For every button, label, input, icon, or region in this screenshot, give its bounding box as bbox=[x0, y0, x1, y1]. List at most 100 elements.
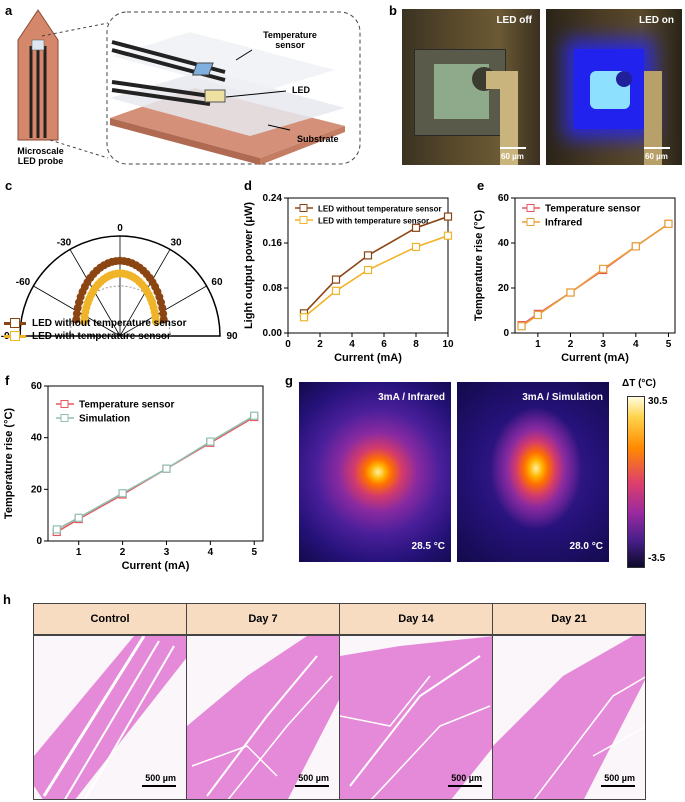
data-point bbox=[566, 288, 575, 297]
legend-label: Infrared bbox=[545, 218, 582, 229]
trace bbox=[111, 88, 211, 106]
plot-frame bbox=[514, 197, 676, 334]
line-chart-d: 0 2 4 6 8 10 0.00 0.08 0.16 0.24 Current (mA) Light… bbox=[243, 193, 454, 364]
scale-label: 60 µm bbox=[645, 152, 668, 161]
legend-label: Temperature sensor bbox=[79, 400, 175, 411]
x-tick-label: 5 bbox=[666, 339, 672, 350]
histology-control: 500 µm bbox=[33, 635, 187, 800]
temperature-sensor-callout: Temperature sensor bbox=[263, 30, 317, 50]
data-point bbox=[517, 322, 526, 331]
legend-marker bbox=[299, 216, 308, 224]
x-tick-label: 2 bbox=[568, 339, 574, 350]
data-point bbox=[363, 251, 373, 260]
legend-label: LED with temperature sensor bbox=[318, 217, 429, 226]
scale-bar bbox=[448, 785, 482, 787]
data-point bbox=[411, 223, 421, 232]
infrared-value: 28.5 °C bbox=[411, 541, 445, 552]
probe-schematic bbox=[17, 9, 361, 165]
y-tick-label: 40 bbox=[31, 433, 43, 444]
colorbar-title: ΔT (°C) bbox=[622, 378, 656, 389]
y-tick-label: 0.00 bbox=[263, 328, 283, 339]
polar-point bbox=[159, 315, 168, 324]
x-tick-label: 6 bbox=[381, 339, 387, 350]
data-point bbox=[631, 242, 640, 251]
column-header-day14: Day 14 bbox=[339, 603, 493, 635]
legend-swatch bbox=[4, 318, 26, 328]
temperature-sensor-chip bbox=[192, 62, 214, 76]
colorbar bbox=[627, 396, 645, 568]
legend-label: LED with temperature sensor bbox=[32, 331, 171, 342]
plot-frame bbox=[287, 197, 449, 334]
polar-point bbox=[159, 309, 168, 318]
y-tick-label: 20 bbox=[31, 484, 43, 495]
panel-d-label: d bbox=[244, 178, 252, 193]
data-point bbox=[74, 513, 83, 522]
simulation-map: 3mA / Simulation 28.0 °C bbox=[457, 382, 609, 562]
y-tick-label: 20 bbox=[498, 283, 510, 294]
x-tick-label: 8 bbox=[413, 339, 419, 350]
panel-c-label: c bbox=[5, 178, 13, 193]
polar-tick-label: 30 bbox=[170, 237, 182, 248]
chip-hole bbox=[616, 71, 632, 87]
histology-day21: 500 µm bbox=[492, 635, 646, 800]
polar-tick-label: 60 bbox=[211, 277, 223, 288]
data-point bbox=[118, 489, 127, 498]
column-header-day21: Day 21 bbox=[492, 603, 646, 635]
panel-g-label: g bbox=[285, 373, 293, 388]
legend-marker bbox=[60, 414, 69, 422]
x-tick-label: 0 bbox=[285, 339, 291, 350]
y-tick-label: 0 bbox=[503, 328, 509, 339]
scale-bar bbox=[500, 147, 526, 149]
x-tick-label: 2 bbox=[317, 339, 323, 350]
data-point bbox=[443, 231, 453, 240]
led-off-label: LED off bbox=[496, 15, 532, 26]
scale-bar bbox=[295, 785, 329, 787]
line-chart-e: 1 2 3 4 5 0 20 40 60 Current (mA) Temperature rise… bbox=[473, 193, 676, 364]
infrared-map: 3mA / Infrared 28.5 °C bbox=[299, 382, 451, 562]
legend-label: Temperature sensor bbox=[545, 204, 641, 215]
line-chart-f: 1 2 3 4 5 0 20 40 60 Current (mA) Temperature rise… bbox=[3, 381, 264, 572]
data-point bbox=[162, 464, 171, 473]
substrate-side bbox=[260, 126, 345, 165]
infrared-title: 3mA / Infrared bbox=[378, 392, 445, 403]
polar-tick-label: -30 bbox=[57, 237, 72, 248]
legend-marker bbox=[60, 400, 69, 408]
colorbar-max: 30.5 bbox=[648, 396, 668, 407]
x-axis-label: Current (mA) bbox=[561, 352, 629, 364]
data-point bbox=[599, 264, 608, 273]
simulation-title: 3mA / Simulation bbox=[522, 392, 603, 403]
histology-day7: 500 µm bbox=[186, 635, 340, 800]
led-on-label: LED on bbox=[639, 15, 674, 26]
y-axis-label: Light output power (μW) bbox=[243, 202, 255, 329]
y-axis-label: Temperature rise (°C) bbox=[3, 408, 15, 520]
panel-f-label: f bbox=[5, 373, 10, 388]
substrate-side bbox=[110, 118, 260, 165]
plot-frame bbox=[47, 385, 264, 542]
encapsulation-layer bbox=[112, 32, 335, 94]
x-tick-label: 4 bbox=[349, 339, 355, 350]
x-tick-label: 2 bbox=[120, 547, 126, 558]
x-tick-label: 10 bbox=[442, 339, 454, 350]
polar-tick-label: 90 bbox=[226, 331, 238, 342]
legend-marker bbox=[299, 204, 308, 212]
led-on-photo: LED on 60 µm bbox=[546, 9, 682, 165]
scale-label: 500 µm bbox=[298, 773, 329, 783]
scale-label: 500 µm bbox=[451, 773, 482, 783]
polar-point bbox=[72, 315, 81, 324]
scale-label: 500 µm bbox=[604, 773, 635, 783]
data-point bbox=[411, 242, 421, 252]
series-line bbox=[521, 223, 669, 327]
column-header-control: Control bbox=[33, 603, 187, 635]
series-line bbox=[56, 415, 255, 531]
legend-entry: LED with temperature sensor bbox=[4, 331, 186, 342]
simulation-value: 28.0 °C bbox=[569, 541, 603, 552]
polar-tick-label: 0 bbox=[117, 223, 123, 234]
data-point bbox=[664, 219, 673, 228]
y-tick-label: 0.08 bbox=[263, 283, 283, 294]
y-tick-label: 60 bbox=[31, 381, 43, 392]
wire bbox=[500, 71, 518, 165]
wire bbox=[644, 71, 662, 165]
panel-b-label: b bbox=[389, 3, 397, 18]
encapsulation-layer bbox=[110, 70, 345, 136]
x-tick-label: 4 bbox=[208, 547, 214, 558]
